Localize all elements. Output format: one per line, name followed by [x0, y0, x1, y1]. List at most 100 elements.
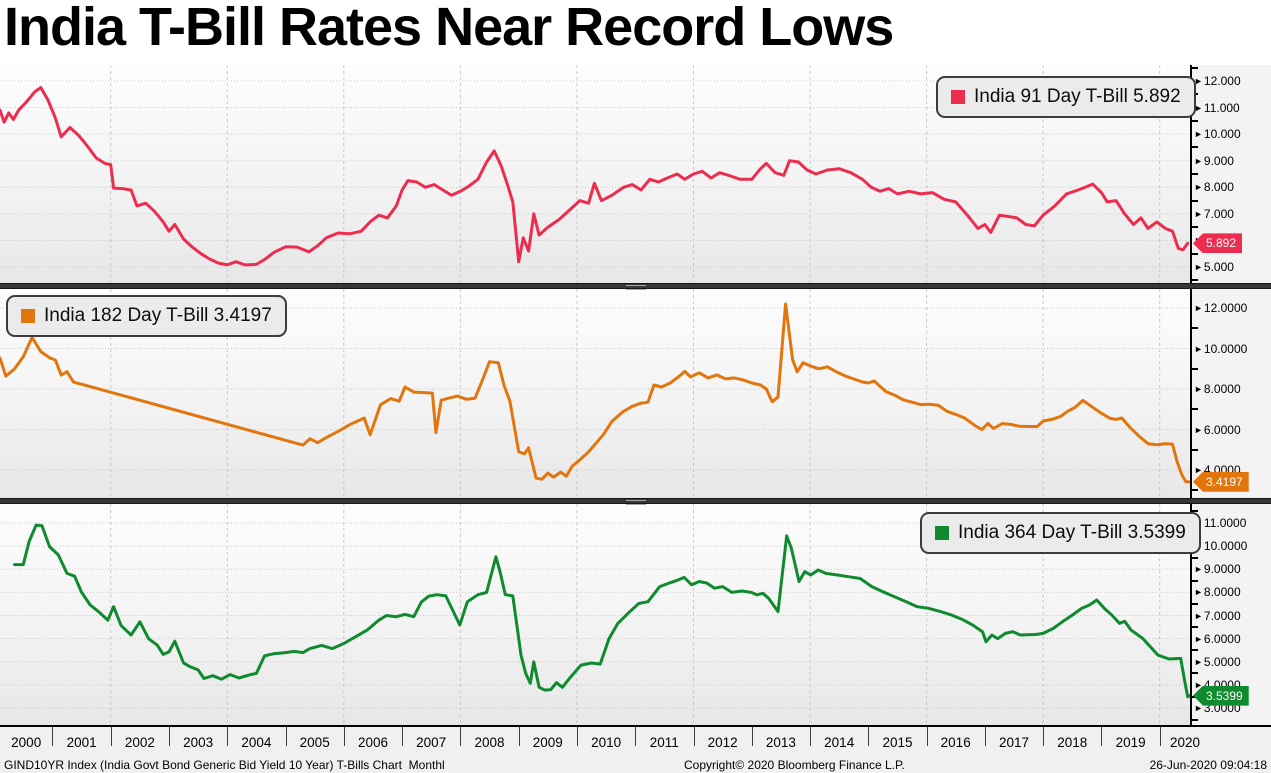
y-axis-minor-tick — [1192, 579, 1198, 582]
plot-svg-364-day — [0, 504, 1190, 725]
y-axis-tick-label: ►9.0000 — [1194, 562, 1241, 577]
x-axis-year-separator — [635, 727, 637, 746]
y-axis-minor-tick — [1192, 66, 1198, 69]
x-axis-year-separator — [52, 727, 54, 746]
y-axis-minor-tick — [1192, 146, 1198, 149]
x-axis-year-separator — [984, 727, 986, 746]
y-axis-tick-label: ►6.0000 — [1194, 631, 1241, 646]
y-axis-tick-label: ►12.000 — [1194, 73, 1241, 88]
tick-arrow-icon: ► — [1194, 75, 1203, 86]
y-axis-minor-tick — [1192, 448, 1198, 451]
tick-arrow-icon: ► — [1194, 343, 1203, 354]
last-value-tag-91-day: 5.892 — [1193, 233, 1243, 254]
legend-swatch-orange-icon — [21, 309, 35, 323]
tick-arrow-icon: ► — [1194, 129, 1203, 140]
x-axis-year-label: 2014 — [824, 735, 855, 750]
y-axis-tick-label: ►10.000 — [1194, 127, 1241, 142]
x-axis-year-label: 2009 — [532, 735, 563, 750]
legend-label: India 182 Day T-Bill 3.4197 — [44, 305, 272, 326]
x-axis-year-label: 2013 — [765, 735, 796, 750]
x-axis-year-separator — [810, 727, 811, 746]
panel-divider-1[interactable] — [0, 283, 1271, 290]
tick-arrow-icon: ► — [1194, 587, 1203, 598]
y-axis-tick-label: ►10.0000 — [1194, 341, 1248, 356]
y-axis-91-day: ►12.000 ►11.000 ►10.000 ►9.000 ►8.000 ►7.000 ►… — [1190, 65, 1271, 283]
y-axis-tick-label: ►6.0000 — [1194, 422, 1241, 437]
y-axis-tick-label: ►12.0000 — [1194, 301, 1248, 316]
divider-drag-grip-icon[interactable] — [626, 285, 646, 290]
tick-arrow-icon: ► — [1194, 303, 1203, 314]
x-axis-year-separator — [751, 727, 753, 746]
x-axis-year-separator — [693, 727, 695, 746]
y-axis-minor-tick — [1192, 602, 1198, 605]
x-axis-year-separator — [868, 727, 870, 746]
x-axis-year-separator — [285, 727, 287, 746]
divider-drag-grip-icon[interactable] — [626, 500, 646, 505]
y-axis-tick-label: ►10.0000 — [1194, 539, 1247, 553]
x-axis-year-separator — [227, 727, 229, 746]
x-axis-year-label: 2010 — [591, 735, 622, 750]
legend-swatch-green-icon — [935, 526, 949, 540]
tick-arrow-icon: ► — [1194, 633, 1203, 644]
x-axis-year-label: 2003 — [183, 735, 214, 750]
last-value-tag-182-day: 3.4197 — [1193, 471, 1249, 492]
x-axis-year-label: 2006 — [357, 735, 389, 750]
y-axis-364-day: ►11.0000 ►10.0000 ►9.0000 ►8.0000 ►7.0000 ►6.… — [1190, 504, 1271, 725]
y-axis-minor-tick — [1192, 649, 1198, 652]
legend-label: India 91 Day T-Bill 5.892 — [974, 86, 1181, 107]
y-axis-minor-tick — [1192, 718, 1198, 721]
y-axis-minor-tick — [1192, 252, 1198, 255]
tick-arrow-icon: ► — [1194, 465, 1203, 476]
y-axis-tick-label: ►8.0000 — [1194, 585, 1241, 600]
x-axis-year-separator — [169, 727, 170, 746]
tick-arrow-icon: ► — [1194, 182, 1203, 193]
series-line-182-day-tbill — [0, 302, 1190, 484]
x-axis-year-label: 2017 — [998, 735, 1030, 750]
footer-ticker-description: GIND10YR Index (India Govt Bond Generic … — [4, 758, 445, 772]
tick-arrow-icon: ► — [1194, 155, 1203, 166]
x-axis-year-label: 2015 — [882, 735, 913, 750]
legend-label: India 364 Day T-Bill 3.5399 — [958, 522, 1186, 543]
x-axis-year-separator — [460, 727, 462, 746]
x-axis-year-separator — [926, 727, 928, 746]
y-axis-minor-tick — [1192, 367, 1198, 370]
x-axis-year-separator — [1043, 727, 1045, 746]
legend-182-day-tbill[interactable]: India 182 Day T-Bill 3.4197 — [6, 295, 287, 337]
y-axis-minor-tick — [1192, 173, 1198, 175]
tick-arrow-icon: ► — [1194, 208, 1203, 219]
x-axis-year-separator — [576, 727, 578, 746]
y-axis-182-day: ►12.0000 ►10.0000 ►8.0000 ►6.0000 ►4.0000 3.4… — [1190, 289, 1271, 498]
x-axis-year-separator — [110, 727, 112, 746]
y-axis-tick-label: ►7.0000 — [1194, 608, 1241, 623]
tick-arrow-icon: ► — [1194, 610, 1203, 621]
tick-arrow-icon: ► — [1194, 262, 1203, 273]
x-axis-year-separator — [1101, 727, 1103, 746]
series-line-364-day-tbill — [13, 523, 1190, 699]
y-axis-tick-label: ►5.000 — [1194, 260, 1234, 275]
legend-364-day-tbill[interactable]: India 364 Day T-Bill 3.5399 — [920, 512, 1201, 554]
tick-arrow-icon: ► — [1194, 424, 1203, 435]
panel-divider-2[interactable] — [0, 498, 1271, 505]
y-axis-tick-label: ►8.000 — [1194, 180, 1234, 195]
last-value-tag-364-day: 3.5399 — [1193, 685, 1249, 706]
y-axis-minor-tick — [1192, 408, 1198, 411]
series-line-91-day-tbill — [0, 86, 1190, 267]
x-axis-year-label: 2018 — [1057, 735, 1088, 750]
x-axis-year-label: 2001 — [66, 735, 97, 750]
y-axis-minor-tick — [1192, 626, 1198, 629]
x-axis-year-label: 2002 — [124, 735, 155, 750]
footer-timestamp: 26-Jun-2020 09:04:18 — [1149, 758, 1267, 772]
legend-91-day-tbill[interactable]: India 91 Day T-Bill 5.892 — [936, 76, 1196, 118]
x-axis-year-label: 2012 — [707, 735, 738, 750]
y-axis-tick-label: ►8.0000 — [1194, 382, 1241, 397]
x-axis-year-strip: 2000 2001 2002 2003 2004 2005 2006 2007 2008 2009… — [0, 725, 1271, 757]
x-axis-year-label: 2019 — [1115, 735, 1146, 750]
x-axis-year-label: 2005 — [299, 735, 330, 750]
y-axis-minor-tick — [1192, 119, 1198, 122]
plot-svg-91-day — [0, 65, 1190, 283]
y-axis-minor-tick — [1192, 226, 1198, 229]
y-axis-tick-label: ►9.000 — [1194, 153, 1234, 168]
x-axis-year-label: 2011 — [649, 735, 679, 750]
x-axis-year-label: 2008 — [474, 735, 505, 750]
tick-arrow-icon: ► — [1194, 679, 1203, 690]
